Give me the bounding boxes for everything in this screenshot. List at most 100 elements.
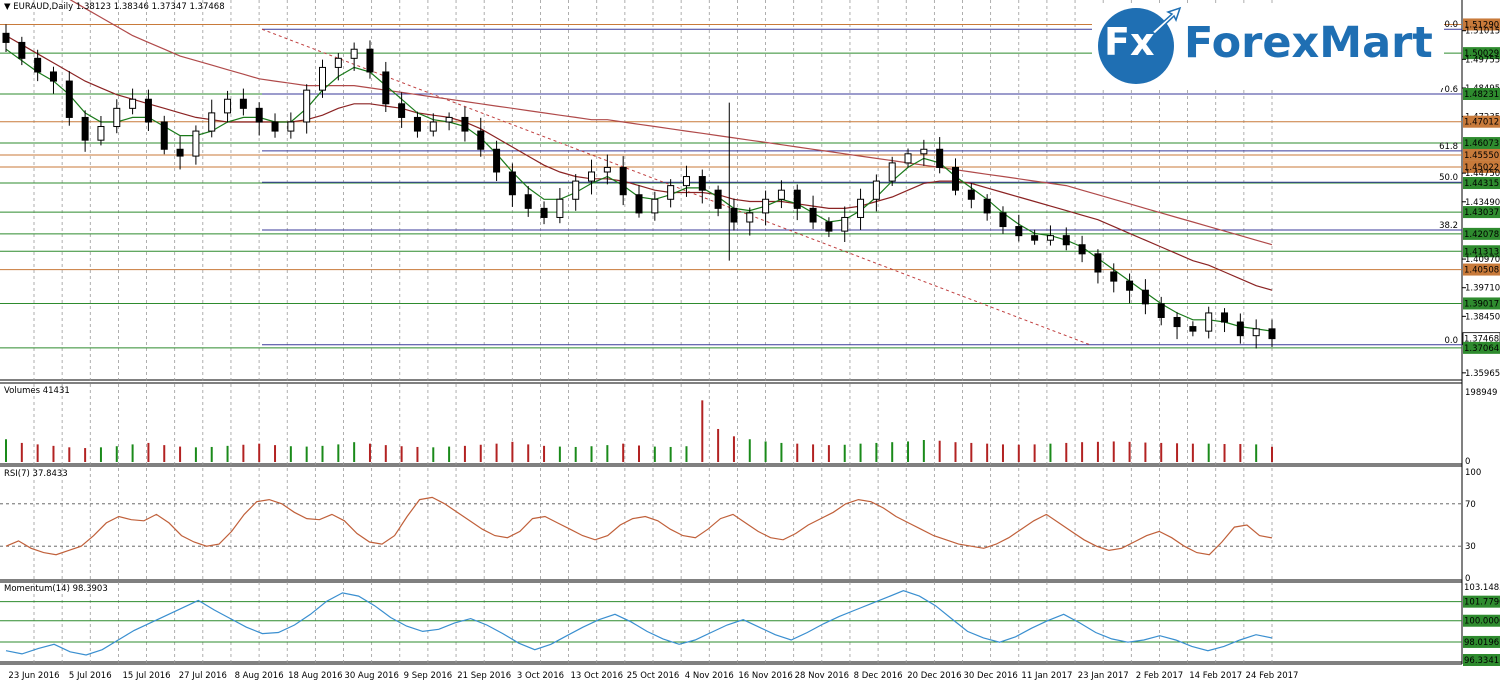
candle-body (920, 148, 928, 155)
candle-body (857, 198, 865, 218)
candle-body (413, 116, 421, 132)
price-label-box (1463, 137, 1500, 150)
candle-body (825, 221, 833, 232)
price-axis-label: 1.49755 (1465, 55, 1500, 65)
price-axis-label: 1.51015 (1465, 27, 1500, 37)
date-axis-label: 18 Aug 2016 (288, 671, 342, 681)
candle-body (382, 71, 390, 105)
price-axis-label: 1.37064 (1464, 344, 1499, 354)
candle-body (603, 166, 611, 173)
candle-body (999, 212, 1007, 228)
candle-body (1236, 321, 1244, 337)
candle-body (176, 148, 184, 157)
candle-body (303, 89, 311, 123)
price-axis-label: 1.43490 (1465, 198, 1500, 208)
candle-body (872, 180, 880, 200)
candle-body (255, 107, 263, 123)
candle-body (572, 180, 580, 200)
candle-body (936, 148, 944, 168)
candle-body (1252, 328, 1260, 337)
candle-body (904, 153, 912, 164)
volume-axis-label: 0 (1465, 457, 1470, 467)
rsi-axis-label: 30 (1465, 542, 1476, 552)
candles-layer (2, 24, 1276, 349)
date-axis-label: 8 Aug 2016 (235, 671, 284, 681)
candle-body (762, 198, 770, 214)
candle-body (477, 130, 485, 150)
price-axis-label: 1.44315 (1464, 179, 1499, 189)
candle-body (730, 207, 738, 223)
date-axis-label: 23 Jun 2016 (8, 671, 59, 681)
momentum-axis-label: 103.1485 (1464, 583, 1500, 593)
price-label-box (1463, 177, 1500, 190)
price-label-box (1463, 263, 1500, 276)
date-axis-label: 9 Sep 2016 (404, 671, 452, 681)
candle-body (1062, 235, 1070, 246)
candle-body (967, 189, 975, 200)
price-axis-label: 1.41313 (1464, 247, 1499, 257)
candle-body (445, 116, 453, 123)
price-axis-label: 1.45022 (1464, 163, 1499, 173)
candle-body (1046, 235, 1054, 241)
volumes-header: Volumes 41431 (4, 386, 70, 396)
candle-body (34, 57, 42, 73)
momentum-label-box (1463, 595, 1500, 608)
candle-body (160, 121, 168, 150)
date-axis-label: 27 Jul 2016 (179, 671, 227, 681)
candle-body (1031, 235, 1039, 241)
moving-averages-layer (5, 0, 1273, 332)
symbol-header: ▼ EURAUD,Daily 1.38123 1.38346 1.37347 1… (4, 2, 225, 12)
date-axis-label: 14 Feb 2017 (1189, 671, 1242, 681)
price-label-box (1463, 87, 1500, 100)
candle-body (1015, 226, 1023, 237)
candle-body (1157, 303, 1165, 318)
price-axis-label: 1.40508 (1464, 266, 1499, 276)
candle-body (682, 176, 690, 187)
candle-body (334, 57, 342, 68)
date-axis-label: 13 Oct 2016 (570, 671, 623, 681)
price-label-box (1463, 227, 1500, 240)
candle-body (398, 103, 406, 118)
volume-layer: 198949 0 (5, 388, 1497, 467)
candle-body (793, 189, 801, 209)
momentum-label-box (1463, 635, 1500, 648)
candle-body (714, 189, 722, 209)
candle-body (287, 121, 295, 132)
fibonacci-label: 100.0 (1434, 20, 1458, 30)
momentum-layer: 103.1485 101.7796 100.0000 98.0196 96.3341 (0, 583, 1500, 666)
candle-body (1126, 280, 1134, 291)
forexmart-logo: Fx ForexMart (1092, 4, 1444, 88)
momentum-line (5, 590, 1273, 656)
momentum-axis-label: 98.0196 (1464, 638, 1499, 648)
candle-body (1205, 312, 1213, 332)
rsi-axis-label: 0 (1465, 574, 1470, 584)
price-axis-label: 1.47012 (1464, 118, 1499, 128)
candle-body (619, 166, 627, 196)
grid-layer (0, 0, 1463, 665)
candle-body (113, 107, 121, 128)
price-axis-label: 1.44750 (1465, 169, 1500, 179)
price-label-box (1463, 18, 1500, 31)
fibonacci-label: 38.2 (1439, 221, 1458, 231)
momentum-axis-label: 100.0000 (1464, 617, 1500, 627)
price-axis-label: 1.51290 (1464, 20, 1499, 30)
rsi-axis-label: 70 (1465, 500, 1476, 510)
date-axis-label: 15 Jul 2016 (122, 671, 170, 681)
candle-body (1189, 326, 1197, 332)
candle-body (698, 176, 706, 191)
candle-body (1078, 244, 1086, 255)
date-axis-label: 2 Feb 2017 (1136, 671, 1184, 681)
candle-body (192, 130, 200, 157)
date-axis-label: 3 Oct 2016 (517, 671, 564, 681)
fibonacci-label: 0.0 (1444, 336, 1458, 346)
date-axis-label: 11 Jan 2017 (1021, 671, 1072, 681)
candle-body (97, 126, 105, 141)
candle-body (493, 148, 501, 173)
candle-body (350, 48, 358, 59)
candle-body (809, 207, 817, 223)
momentum-label-box (1463, 654, 1500, 666)
fibonacci-label: 61.8 (1439, 142, 1458, 152)
date-axis-label: 28 Nov 2016 (795, 671, 849, 681)
price-label-box (1463, 245, 1500, 258)
price-axis-label: 1.42078 (1464, 230, 1499, 240)
